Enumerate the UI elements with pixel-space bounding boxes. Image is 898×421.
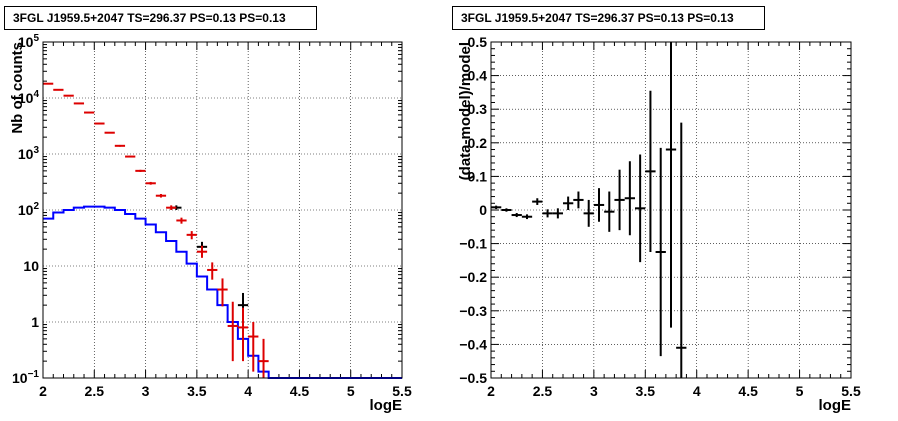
red-data-point [125,155,136,158]
left-x-axis-label: logE [370,397,403,414]
red-data-point [53,88,64,91]
red-data-point [63,94,74,97]
left-y-tick-label: 10−1 [12,369,39,386]
red-data-point [237,307,249,362]
right-y-tick-label: 0 [479,202,487,218]
left-y-tick-label: 103 [18,145,40,162]
residual-point [676,122,687,378]
right-y-tick-label: 0.2 [468,135,488,151]
red-data-point [145,181,156,185]
right-y-axis-label: (data-model)/model [457,42,474,180]
left-x-tick-label: 4 [244,383,252,399]
right-x-tick-label: 2 [487,383,495,399]
left-plot-frame [42,41,403,379]
right-x-axis-label: logE [819,397,852,414]
red-data-point [248,322,259,372]
residual-point [665,42,677,328]
red-data-point [73,102,85,105]
red-data-point [227,301,238,362]
right-y-tick-label: −0.4 [459,336,487,352]
residual-point [655,147,666,357]
red-data-point [207,262,218,280]
right-x-tick-label: 5 [796,383,804,399]
residual-point [491,205,502,209]
left-x-tick-label: 2.5 [85,383,105,399]
red-data-point [114,144,126,147]
right-chart-title: 3FGL J1959.5+2047 TS=296.37 PS=0.13 PS=0… [452,6,765,30]
right-x-tick-label: 3 [590,383,598,399]
red-data-point [186,231,197,240]
red-data-point [217,278,228,307]
residual-point [635,154,646,263]
right-y-tick-label: 0.4 [468,68,488,84]
residual-point [593,188,605,222]
left-y-tick-label: 102 [18,201,40,218]
residual-point [501,208,512,212]
right-x-tick-label: 4 [693,383,701,399]
left-y-tick-label: 1 [31,314,39,330]
left-x-tick-label: 5 [347,383,355,399]
red-data-point [84,111,95,114]
residual-point [563,196,574,210]
residual-point [614,169,625,231]
right-y-tick-label: −0.2 [459,269,487,285]
right-plot-frame [490,41,852,379]
left-y-tick-label: 10 [23,258,39,274]
red-data-point [43,82,54,85]
right-x-tick-label: 5.5 [841,383,861,399]
red-data-point [135,169,146,172]
residual-point [532,198,543,205]
residual-point [511,213,522,218]
right-y-tick-label: 0.3 [468,101,488,117]
red-data-point [196,245,208,258]
right-y-tick-label: 0.5 [468,34,488,50]
red-data-point [258,338,269,378]
right-y-tick-label: −0.5 [459,370,487,386]
left-x-tick-label: 2 [39,383,47,399]
red-data-point [104,131,115,134]
right-x-tick-label: 4.5 [738,383,758,399]
residual-point [624,161,635,236]
left-plot-area [43,42,402,378]
left-x-tick-label: 3.5 [187,383,207,399]
residual-point [583,199,594,227]
red-data-point [176,217,187,224]
red-data-point [166,205,177,210]
left-y-axis-label: Nb of counts [9,42,26,134]
left-x-tick-label: 5.5 [392,383,412,399]
residual-point [645,90,656,252]
right-x-tick-label: 2.5 [533,383,553,399]
left-chart-title: 3FGL J1959.5+2047 TS=296.37 PS=0.13 PS=0… [4,6,317,30]
red-data-point [155,194,167,198]
right-x-tick-label: 3.5 [636,383,656,399]
residual-point [552,208,563,219]
residual-point [521,214,533,220]
left-x-tick-label: 4.5 [290,383,310,399]
red-data-point [94,122,105,125]
residual-point [604,191,615,232]
right-y-tick-label: 0.1 [468,168,488,184]
left-y-tick-label: 105 [18,33,40,50]
right-y-tick-label: −0.1 [459,236,487,252]
residual-point [542,209,553,218]
left-x-tick-label: 3 [142,383,150,399]
left-y-tick-label: 104 [18,89,40,106]
right-y-tick-label: −0.3 [459,303,487,319]
residual-point [573,191,584,209]
